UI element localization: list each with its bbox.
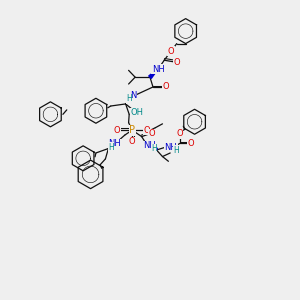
Text: O: O [167,47,174,56]
Text: NH: NH [109,139,121,148]
Text: O: O [144,126,150,135]
Text: O: O [114,126,121,135]
Text: O: O [162,82,169,91]
Text: OH: OH [130,108,143,117]
Text: H: H [173,146,179,154]
Text: NH: NH [152,65,164,74]
Text: NH: NH [143,141,156,150]
Text: O: O [176,129,183,138]
Text: H: H [151,144,157,153]
Polygon shape [149,69,158,78]
Text: P: P [129,125,135,135]
Text: O: O [187,139,194,148]
Text: N: N [130,91,136,100]
Text: NH: NH [164,142,177,152]
Text: H: H [126,94,132,103]
Text: H: H [108,142,114,152]
Text: O: O [173,58,180,67]
Text: O: O [149,129,155,138]
Polygon shape [146,144,158,152]
Text: O: O [129,137,136,146]
